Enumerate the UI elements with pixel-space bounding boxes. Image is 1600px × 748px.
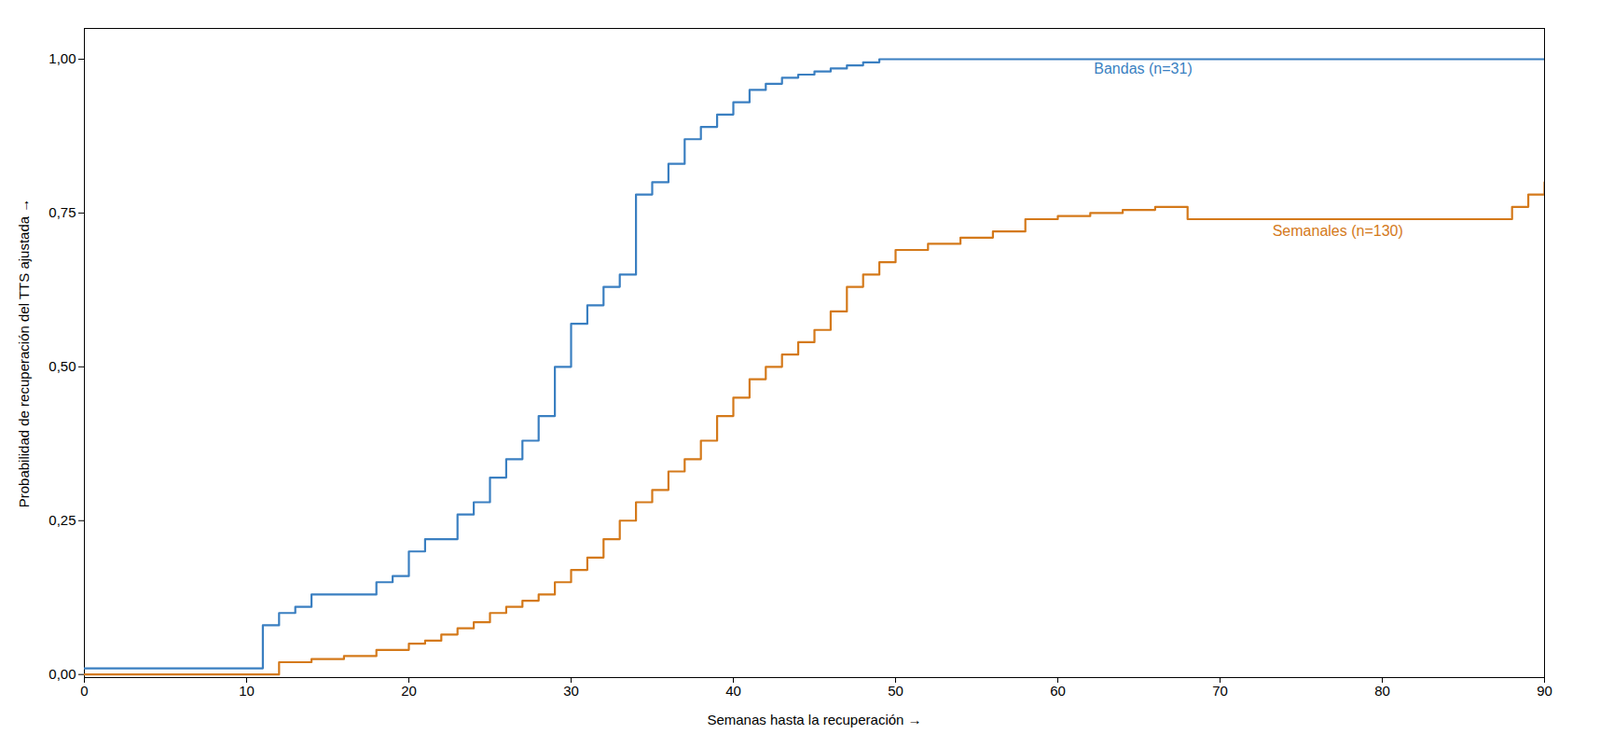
svg-text:Bandas (n=31): Bandas (n=31): [1093, 60, 1192, 77]
svg-text:0,00: 0,00: [48, 665, 76, 682]
svg-text:40: 40: [725, 682, 742, 699]
svg-text:Semanales (n=130): Semanales (n=130): [1272, 222, 1404, 239]
svg-text:10: 10: [238, 682, 255, 699]
svg-text:70: 70: [1212, 682, 1228, 699]
svg-text:Semanas hasta la recuperación: Semanas hasta la recuperación →: [706, 711, 922, 728]
svg-text:60: 60: [1049, 682, 1066, 699]
svg-text:90: 90: [1536, 682, 1553, 699]
svg-text:0,50: 0,50: [48, 358, 76, 374]
svg-text:0,75: 0,75: [48, 204, 76, 221]
svg-text:0: 0: [80, 682, 88, 699]
svg-text:20: 20: [400, 682, 417, 699]
svg-text:Probabilidad de recuperación d: Probabilidad de recuperación del TTS aju…: [15, 198, 32, 509]
svg-text:30: 30: [563, 682, 580, 699]
svg-text:50: 50: [887, 682, 904, 699]
svg-text:0,25: 0,25: [48, 511, 76, 528]
svg-text:80: 80: [1374, 682, 1391, 699]
svg-text:1,00: 1,00: [48, 50, 76, 67]
